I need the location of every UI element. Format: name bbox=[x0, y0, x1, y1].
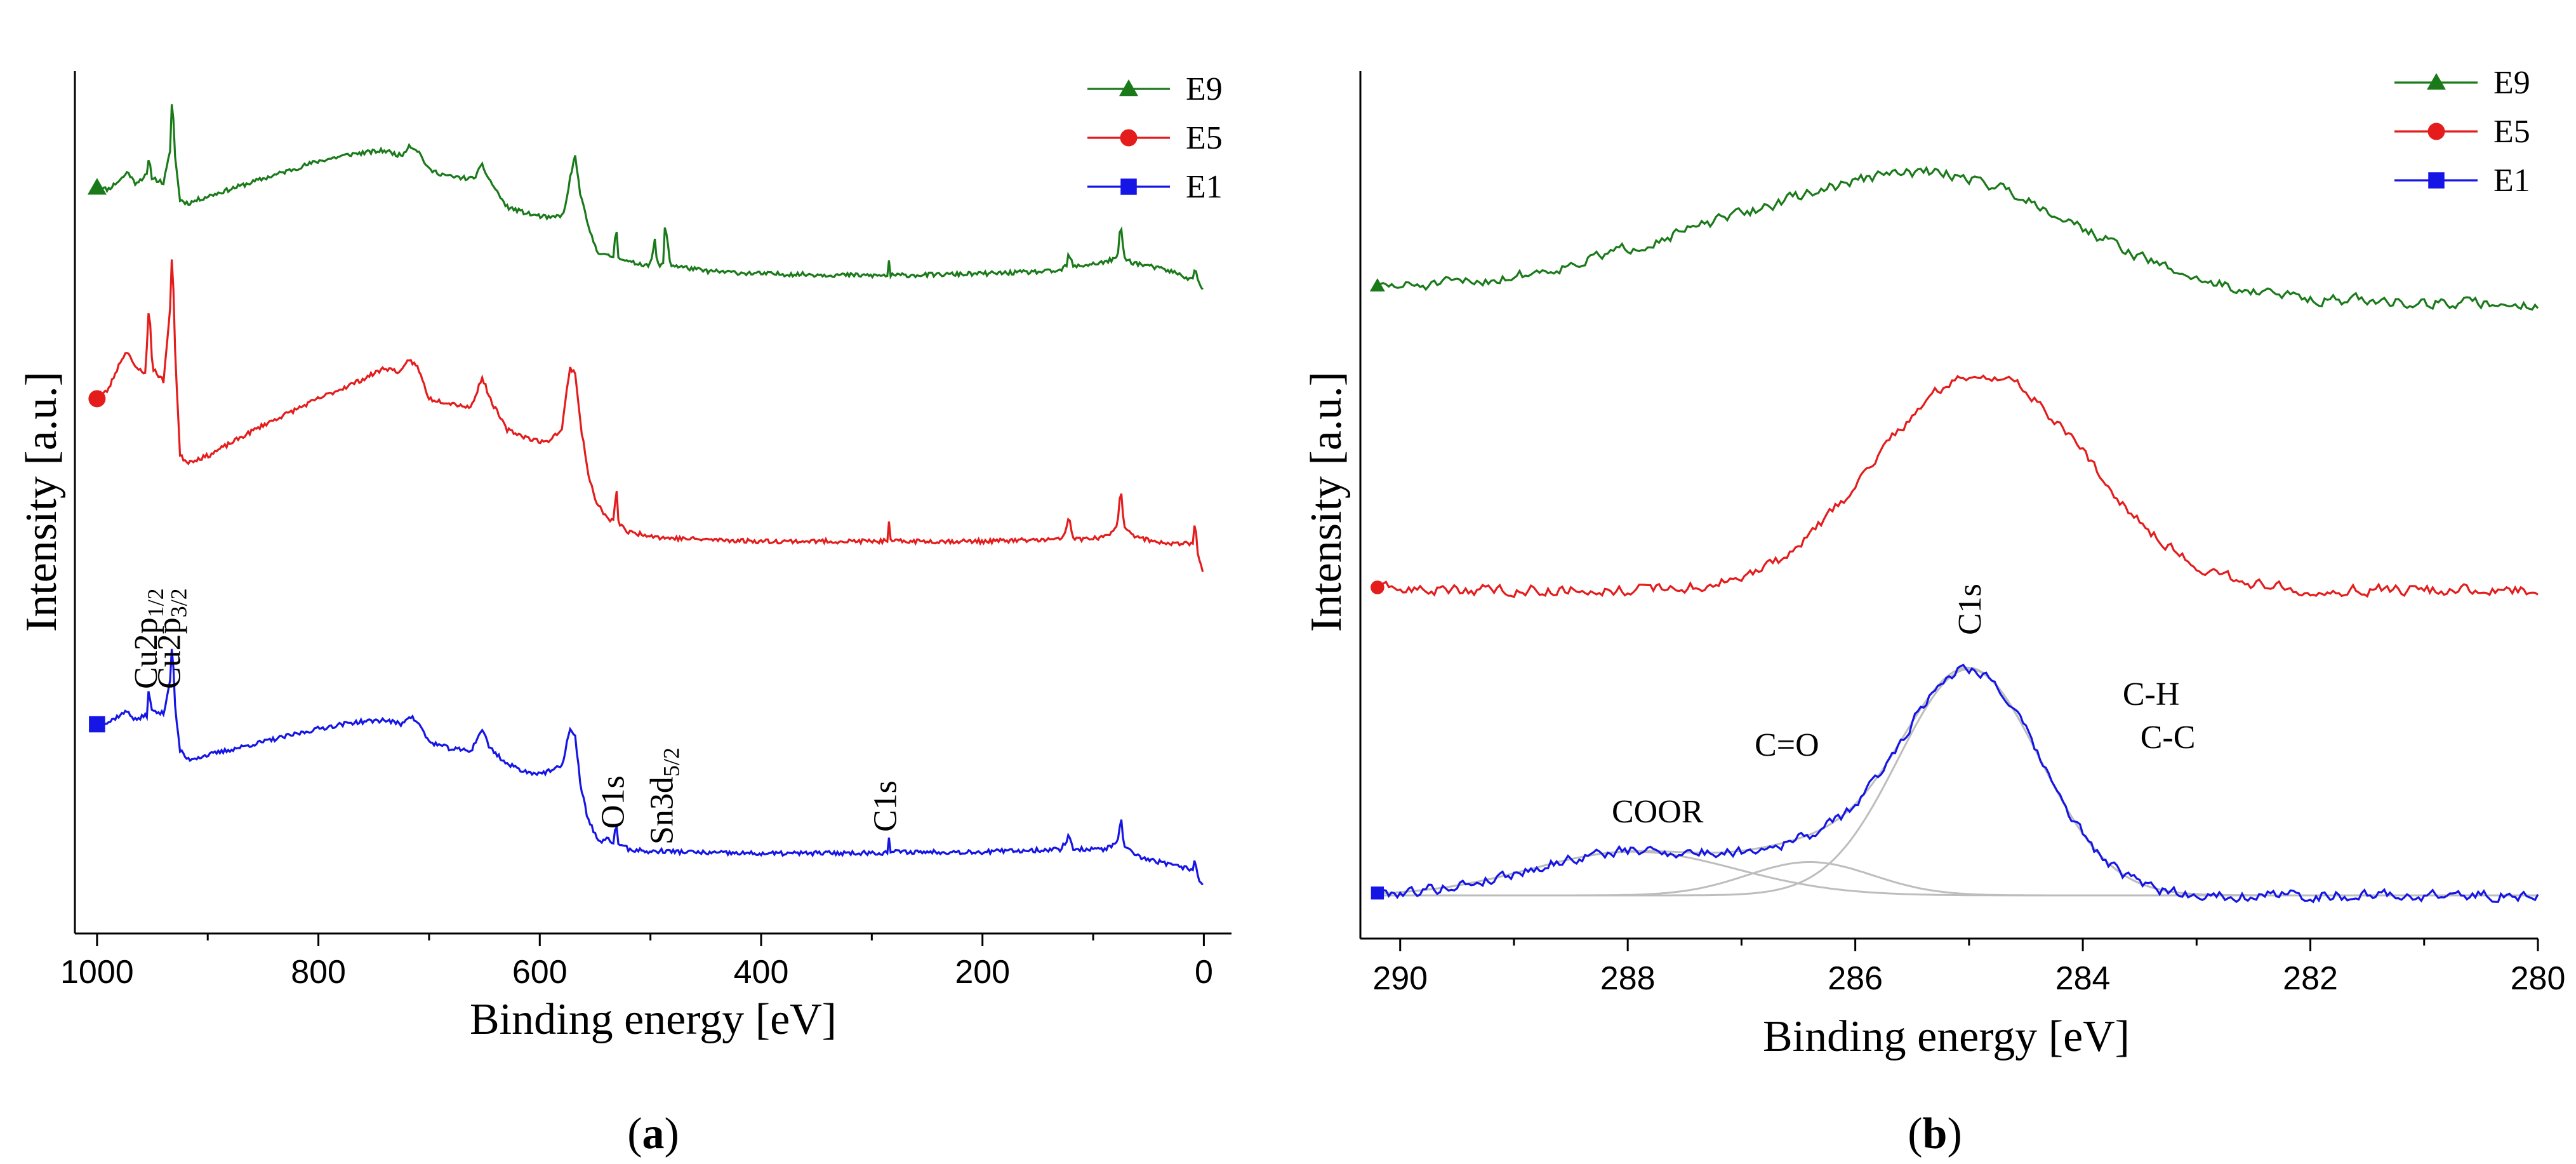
panel-a-x-ticks: 1000 800 600 400 200 0 bbox=[60, 933, 1213, 991]
panel-b-legend-marker-e5 bbox=[2427, 123, 2445, 140]
panel-a-annotation-0: Cu2p1/2 bbox=[128, 588, 168, 689]
panel-b-annotation-3: C=O bbox=[1755, 727, 1819, 763]
panel-b-legend-marker-e1 bbox=[2428, 172, 2445, 189]
panel-a-annotation-base: C1s bbox=[868, 780, 904, 832]
panel-a-legend-label-e1: E1 bbox=[1186, 169, 1223, 205]
panel-b-series-e1-marker bbox=[1371, 886, 1384, 900]
panel-a-series-e1-marker bbox=[89, 716, 105, 733]
panel-b-y-axis-label: Intensity [a.u.] bbox=[1302, 371, 1351, 632]
panel-b-annotation-1: C-H bbox=[2123, 676, 2180, 712]
panel-a-caption-letter: a bbox=[642, 1109, 665, 1158]
panel-a-annotation-base: Cu2p bbox=[128, 617, 164, 689]
panel-a-legend-label-e9: E9 bbox=[1186, 71, 1223, 107]
panel-a-series-e5-line bbox=[96, 259, 1204, 572]
panel-a-series-e9-line bbox=[96, 104, 1204, 290]
panel-a-annotation-3: Sn3d5/2 bbox=[644, 747, 684, 845]
panel-b-legend-label-e1: E1 bbox=[2493, 163, 2530, 199]
panel-a-x-tick-label: 600 bbox=[512, 954, 568, 991]
panel-b-component-0-curve bbox=[1377, 850, 2538, 897]
panel-b-caption-open: ( bbox=[1908, 1109, 1922, 1158]
panel-a-legend-marker-e5 bbox=[1120, 129, 1138, 147]
panel-b-x-axis-label: Binding energy [eV] bbox=[1763, 1012, 2130, 1061]
panel-a-legend: E9 E5 E1 bbox=[1087, 71, 1223, 205]
panel-b-series-group bbox=[1369, 165, 2539, 904]
panel-a-series-e9-marker bbox=[87, 178, 107, 195]
panel-b-x-ticks: 290 288 286 284 282 280 bbox=[1372, 939, 2565, 997]
panel-a-annotation-2: O1s bbox=[595, 775, 632, 829]
panel-b-caption-close: ) bbox=[1947, 1109, 1962, 1158]
panel-a-legend-marker-e1 bbox=[1120, 178, 1137, 195]
panel-a-series-e5-marker bbox=[88, 390, 106, 408]
panel-b-x-tick-label: 280 bbox=[2511, 960, 2566, 997]
panel-a-annotation-subscript: 5/2 bbox=[658, 747, 684, 777]
panel-a-caption-open: ( bbox=[627, 1109, 642, 1158]
panel-b-caption: (b) bbox=[1908, 1109, 1962, 1158]
panel-a-series-group bbox=[87, 104, 1204, 886]
panel-a-x-tick-label: 200 bbox=[955, 954, 1010, 991]
panel-a-x-tick-label: 400 bbox=[734, 954, 789, 991]
panel-a-annotation-base: Sn3d bbox=[644, 777, 680, 845]
panel-b-annotation-0: C1s bbox=[1952, 584, 1988, 635]
panel-b-annotation-4: COOR bbox=[1612, 794, 1704, 830]
panel-a-caption-close: ) bbox=[665, 1109, 679, 1158]
panel-b-chart: 290 288 286 284 282 280 Binding energy [eV] I… bbox=[1302, 65, 2565, 1158]
panel-a-annotation-1: Cu2p3/2 bbox=[151, 588, 191, 689]
panel-b-annotation-2: C-C bbox=[2141, 719, 2196, 756]
panel-b-x-tick-label: 284 bbox=[2055, 960, 2111, 997]
panel-a-caption: (a) bbox=[627, 1109, 679, 1158]
panel-b-x-tick-label: 286 bbox=[1828, 960, 1883, 997]
panel-a-annotation-subscript: 1/2 bbox=[143, 588, 168, 617]
panel-b-series-e1-line bbox=[1377, 664, 2539, 904]
panel-b-series-e9-marker bbox=[1369, 278, 1385, 291]
panel-a-series-e1-line bbox=[96, 648, 1204, 886]
panel-b-legend-label-e9: E9 bbox=[2493, 65, 2530, 101]
panel-a-annotation-base: Cu2p bbox=[151, 617, 187, 689]
panel-a-x-tick-label: 1000 bbox=[60, 954, 134, 991]
panel-a-annotation-subscript: 3/2 bbox=[166, 588, 191, 617]
panel-b-series-e5-line bbox=[1376, 374, 2539, 599]
panel-a-legend-marker-e9 bbox=[1119, 79, 1138, 97]
panel-b-series-e9-line bbox=[1376, 165, 2539, 311]
panel-b-x-tick-label: 282 bbox=[2283, 960, 2338, 997]
panel-a-annotation-base: O1s bbox=[595, 775, 632, 829]
panel-a-y-axis-label: Intensity [a.u.] bbox=[17, 371, 66, 632]
panel-b-x-tick-label: 288 bbox=[1600, 960, 1656, 997]
panel-a-x-tick-label: 0 bbox=[1195, 954, 1213, 991]
panel-a-legend-label-e5: E5 bbox=[1186, 120, 1223, 156]
panel-b-series-e5-marker bbox=[1371, 580, 1384, 594]
panel-b-caption-letter: b bbox=[1923, 1109, 1948, 1158]
panel-b-x-tick-label: 290 bbox=[1372, 960, 1428, 997]
panel-b-peak-annotations: C1s C-H C-C C=O COOR bbox=[1612, 584, 2195, 830]
panel-a-annotation-4: C1s bbox=[868, 780, 904, 832]
panel-a-x-axis-label: Binding energy [eV] bbox=[470, 995, 837, 1044]
panel-a-x-tick-label: 800 bbox=[291, 954, 346, 991]
panel-a-chart: 1000 800 600 400 200 0 Binding energy [eV] In… bbox=[17, 71, 1232, 1158]
panel-b-legend-label-e5: E5 bbox=[2493, 114, 2530, 150]
panel-b-legend-marker-e9 bbox=[2427, 73, 2446, 90]
panel-b-legend: E9 E5 E1 bbox=[2394, 65, 2530, 199]
